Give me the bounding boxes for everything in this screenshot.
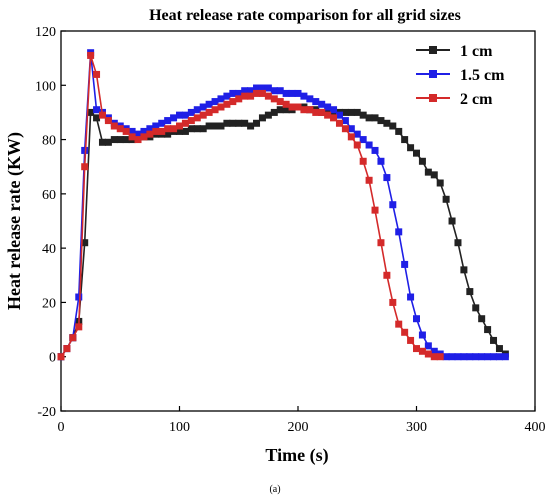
legend-label: 2 cm <box>460 91 493 108</box>
data-point <box>389 201 396 208</box>
chart-title: Heat release rate comparison for all gri… <box>149 7 461 24</box>
data-point <box>75 323 82 330</box>
x-tick-label: 0 <box>58 420 65 435</box>
y-tick-label: 100 <box>35 79 56 94</box>
x-axis-label: Time (s) <box>265 445 328 466</box>
y-axis-label: Heat release rate (KW) <box>4 132 25 310</box>
y-tick-label: 120 <box>35 25 56 40</box>
data-point <box>389 299 396 306</box>
y-tick-label: -20 <box>37 405 56 420</box>
data-point <box>395 128 402 135</box>
y-tick-label: 0 <box>49 351 56 366</box>
data-point <box>69 334 76 341</box>
x-tick-label: 100 <box>169 420 190 435</box>
data-point <box>472 304 479 311</box>
data-point <box>443 196 450 203</box>
data-point <box>377 158 384 165</box>
data-point <box>383 174 390 181</box>
data-point <box>75 294 82 301</box>
series-2 <box>58 52 444 360</box>
data-point <box>419 332 426 339</box>
legend-marker <box>429 94 437 102</box>
figure-caption: (a) <box>269 484 280 495</box>
legend-item: 2 cm <box>416 91 493 108</box>
data-point <box>81 163 88 170</box>
data-point <box>460 266 467 273</box>
data-point <box>413 315 420 322</box>
data-point <box>354 142 361 149</box>
data-point <box>366 177 373 184</box>
y-tick-label: 20 <box>42 296 56 311</box>
data-point <box>372 207 379 214</box>
data-point <box>87 52 94 59</box>
data-point <box>454 239 461 246</box>
data-point <box>401 136 408 143</box>
legend-marker <box>429 70 437 78</box>
data-point <box>437 180 444 187</box>
series-1 <box>58 49 509 360</box>
data-point <box>395 321 402 328</box>
data-point <box>377 239 384 246</box>
legend-label: 1 cm <box>460 43 493 60</box>
data-point <box>395 228 402 235</box>
y-tick-label: 60 <box>42 188 56 203</box>
legend-label: 1.5 cm <box>460 67 505 84</box>
y-tick-label: 40 <box>42 242 56 257</box>
series-line <box>61 107 505 357</box>
x-tick-label: 400 <box>525 420 546 435</box>
data-point <box>401 329 408 336</box>
data-point <box>93 71 100 78</box>
data-point <box>407 337 414 344</box>
x-tick-label: 200 <box>288 420 309 435</box>
data-point <box>407 294 414 301</box>
data-point <box>431 171 438 178</box>
data-point <box>360 158 367 165</box>
legend: 1 cm 1.5 cm 2 cm <box>416 43 505 108</box>
data-point <box>449 218 456 225</box>
legend-item: 1 cm <box>416 43 493 60</box>
x-tick-label: 300 <box>406 420 427 435</box>
y-tick-label: 80 <box>42 134 56 149</box>
data-point <box>484 326 491 333</box>
data-point <box>372 147 379 154</box>
data-series <box>58 49 509 360</box>
data-point <box>58 353 65 360</box>
data-point <box>348 133 355 140</box>
data-point <box>342 125 349 132</box>
data-point <box>63 345 70 352</box>
data-point <box>383 272 390 279</box>
legend-marker <box>429 46 437 54</box>
data-point <box>413 150 420 157</box>
data-point <box>490 337 497 344</box>
data-point <box>466 288 473 295</box>
data-point <box>401 261 408 268</box>
legend-item: 1.5 cm <box>416 67 505 84</box>
series-0 <box>58 104 509 361</box>
data-point <box>437 353 444 360</box>
data-point <box>502 353 509 360</box>
data-point <box>478 315 485 322</box>
series-line <box>61 55 440 356</box>
data-point <box>419 158 426 165</box>
